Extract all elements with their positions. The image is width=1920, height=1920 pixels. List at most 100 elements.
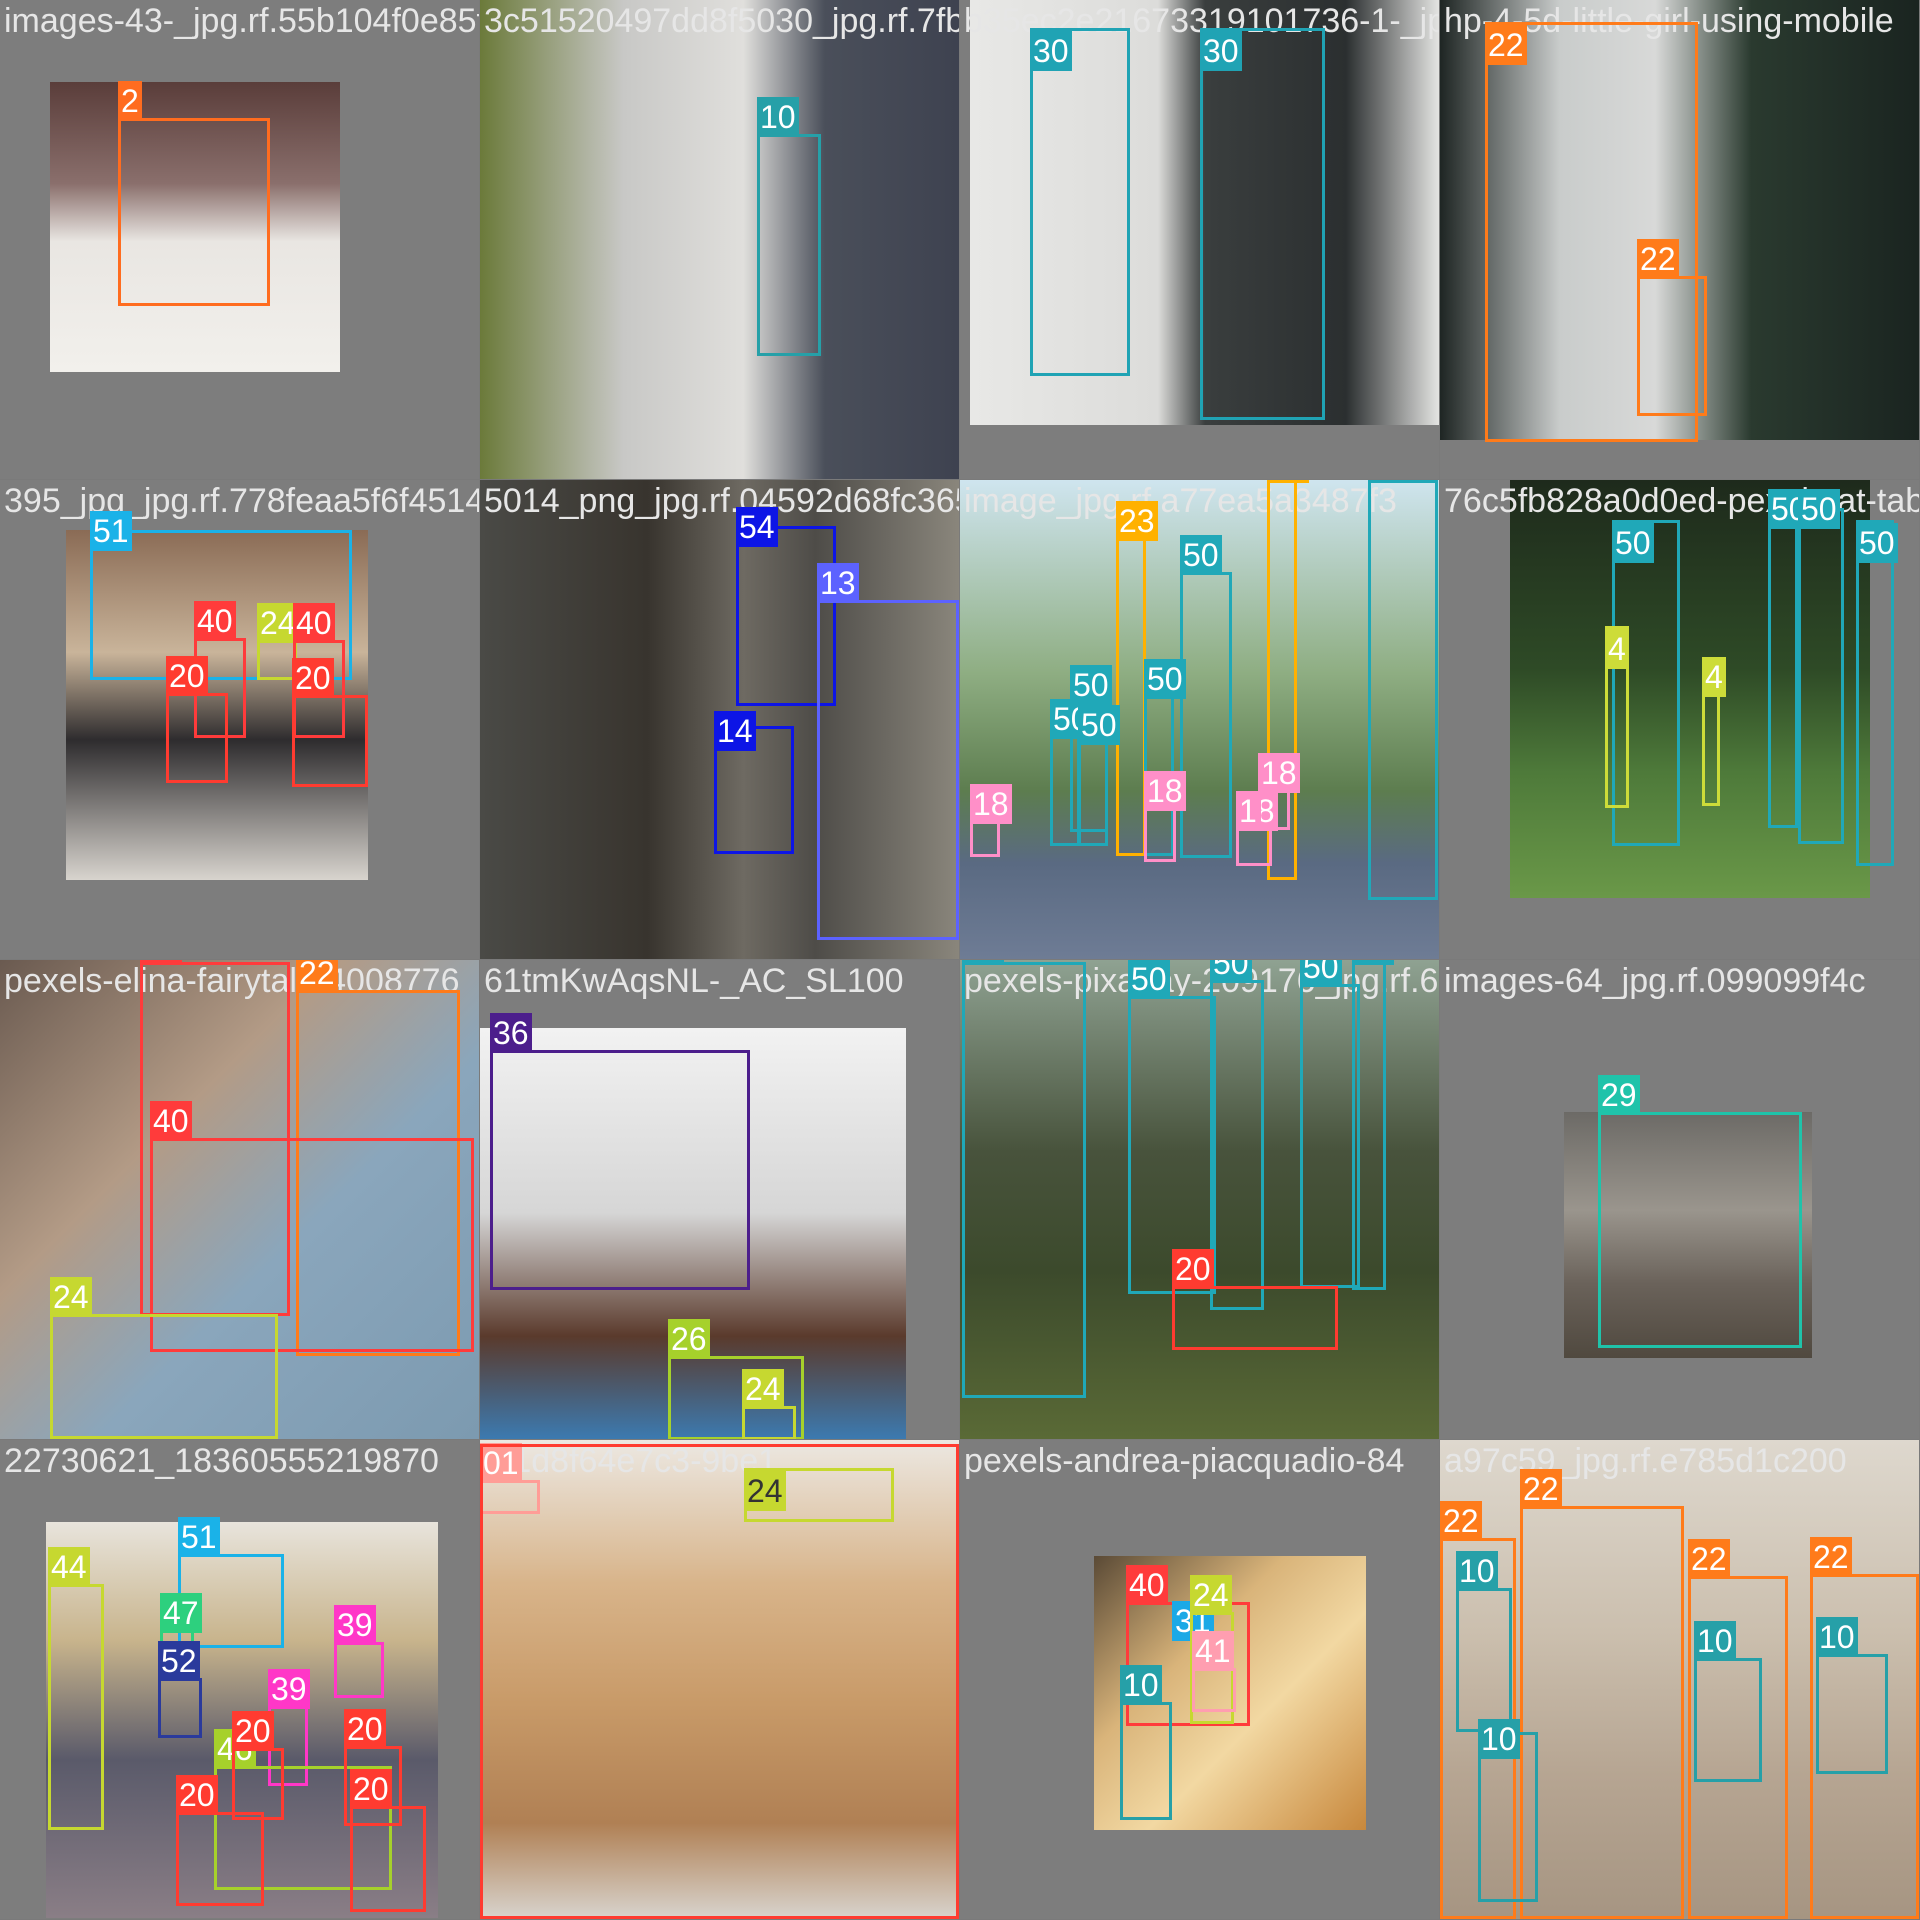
tile-photo [1440, 1440, 1919, 1919]
bbox[interactable]: 18 [1144, 771, 1186, 862]
bbox[interactable]: 20 [176, 1775, 264, 1906]
bbox[interactable]: 41 [1192, 1631, 1236, 1712]
bbox[interactable]: 13 [817, 563, 959, 940]
bbox[interactable]: 50 [1180, 535, 1232, 858]
bbox[interactable]: 50 [1612, 520, 1680, 846]
bbox[interactable]: 50 [1768, 489, 1810, 828]
bbox[interactable]: 18 [1258, 753, 1300, 830]
bbox[interactable]: 24 [1190, 1575, 1234, 1724]
bbox[interactable]: 24 [744, 1468, 894, 1522]
tile-7[interactable]: 76c5fb828a0d0ed-pexels-at-tabeah 50 50 5… [1440, 480, 1919, 959]
bbox[interactable]: 26 [668, 1319, 804, 1439]
bbox[interactable]: 30 [1030, 28, 1130, 376]
tile-15[interactable]: a97c59_jpg.rf.e785d1c200 22 22 10 22 22 … [1440, 1440, 1919, 1919]
bbox-class-label: 20 [166, 656, 208, 696]
bbox[interactable]: 2 [118, 81, 270, 306]
bbox[interactable]: 20 [232, 1711, 284, 1820]
bbox[interactable]: 29 [1598, 1075, 1802, 1348]
tile-caption: 6f1d8f64e7c3-9be1 [484, 1442, 778, 1480]
tile-10[interactable]: pexels-pixabay-209176_jpg.rf.6 50 50 50 … [960, 960, 1439, 1439]
tile-6[interactable]: image_jpg.rf.a77ea5a3487f3 23 50 23 50 5… [960, 480, 1439, 959]
bbox[interactable]: 50 [1856, 520, 1898, 866]
bbox[interactable]: 50 [962, 960, 1086, 1398]
tile-11[interactable]: images-64_jpg.rf.099099f4c 29 [1440, 960, 1919, 1439]
bbox[interactable]: 10 [1478, 1719, 1538, 1902]
tile-12[interactable]: 22730621_18360555219870 44 51 47 39 52 3… [0, 1440, 479, 1919]
bbox[interactable]: 23 [1267, 480, 1309, 880]
bbox-class-label: 10 [757, 97, 799, 137]
bbox[interactable]: 18 [970, 784, 1012, 857]
bbox[interactable]: 20 [350, 1769, 426, 1912]
bbox[interactable]: 01 [480, 1443, 540, 1514]
bbox-class-label: 24 [1190, 1575, 1232, 1615]
bbox[interactable]: 4 [1605, 626, 1629, 808]
bbox[interactable]: 40 [293, 603, 345, 738]
bbox[interactable]: 22 [296, 960, 460, 1356]
bbox[interactable]: 14 [714, 711, 794, 854]
bbox[interactable]: 22 [1520, 1469, 1684, 1919]
bbox-class-label: 50 [1078, 705, 1120, 745]
bbox[interactable]: 22 [1688, 1539, 1788, 1919]
bbox[interactable]: 20 [480, 1444, 959, 1919]
tile-caption: pexels-elina-fairytale-4008776 [4, 962, 460, 1000]
bbox[interactable]: 50 [1050, 699, 1092, 846]
bbox[interactable]: 44 [48, 1547, 104, 1830]
bbox[interactable]: 10 [1456, 1551, 1512, 1732]
bbox[interactable]: 50 [1352, 960, 1394, 1290]
bbox[interactable]: 22 [1637, 239, 1707, 416]
bbox[interactable]: 50 [1368, 480, 1438, 900]
bbox[interactable]: 51 [90, 511, 352, 680]
bbox-class-label: 22 [1520, 1469, 1562, 1509]
tile-4[interactable]: 395_jpg_jpg.rf.778feaa5f6f45144893 8jpg … [0, 480, 479, 959]
bbox[interactable]: 22 [1810, 1537, 1919, 1919]
bbox[interactable]: 50 [1078, 705, 1120, 846]
bbox[interactable]: 40 [194, 601, 246, 738]
bbox[interactable]: 20 [292, 658, 368, 787]
tile-photo [1564, 1112, 1812, 1358]
bbox[interactable]: 10 [1694, 1621, 1762, 1782]
bbox[interactable]: 39 [334, 1605, 384, 1698]
bbox[interactable]: 47 [160, 1593, 202, 1674]
tile-1[interactable]: 3c51520497dd8f5030_jpg.rf.7fb8fc202 10 [480, 0, 959, 479]
bbox[interactable]: 52 [158, 1641, 202, 1738]
bbox[interactable]: 40 [150, 1101, 474, 1352]
bbox[interactable]: 10 [757, 97, 821, 356]
bbox[interactable]: 10 [1120, 1665, 1172, 1820]
bbox-class-label: 20 [350, 1769, 392, 1809]
bbox[interactable]: 50 [1300, 960, 1360, 1288]
bbox[interactable]: 24 [50, 1277, 278, 1439]
bbox[interactable]: 20 [166, 656, 228, 783]
tile-photo [480, 0, 959, 479]
tile-8[interactable]: pexels-elina-fairytale-4008776 40 22 40 … [0, 960, 479, 1439]
bbox-class-label: 14 [714, 711, 756, 751]
bbox[interactable]: 22 [1485, 22, 1698, 442]
bbox[interactable]: 18 [1236, 791, 1278, 866]
bbox[interactable]: 23 [1116, 501, 1158, 856]
bbox[interactable]: 24 [742, 1369, 796, 1439]
bbox[interactable]: 50 [1798, 489, 1844, 844]
bbox[interactable]: 20 [344, 1709, 402, 1826]
bbox-class-label: 18 [970, 784, 1012, 824]
tile-14[interactable]: pexels-andrea-piacquadio-84 40 31 24 41 … [960, 1440, 1439, 1919]
tile-caption: images-43-_jpg.rf.55b104f0e85f8206427d10… [4, 2, 479, 40]
bbox[interactable]: 4 [1702, 657, 1726, 806]
bbox[interactable]: 50 [1210, 960, 1264, 1310]
bbox-class-label: 40 [293, 603, 335, 643]
tile-caption: pexels-andrea-piacquadio-84 [964, 1442, 1405, 1480]
bbox-class-label: 39 [268, 1669, 310, 1709]
bbox[interactable]: 10 [1816, 1617, 1888, 1774]
bbox[interactable]: 36 [490, 1013, 750, 1290]
bbox-class-label: 54 [736, 507, 778, 547]
bbox[interactable]: 24 [257, 603, 299, 680]
bbox-class-label: 30 [1030, 31, 1072, 71]
tile-3[interactable]: hp-4-5d-little-girl-using-mobile 22 22 [1440, 0, 1919, 479]
tile-caption: a97c59_jpg.rf.e785d1c200 [1444, 1442, 1847, 1480]
tile-13[interactable]: 6f1d8f64e7c3-9be1 01 24 20 [480, 1440, 959, 1919]
bbox[interactable]: 54 [736, 507, 836, 706]
bbox[interactable]: 20 [1172, 1249, 1338, 1350]
tile-5[interactable]: 5014_png_jpg.rf.04592d68fc365 54 13 14 [480, 480, 959, 959]
tile-9[interactable]: 61tmKwAqsNL-_AC_SL100 36 26 24 [480, 960, 959, 1439]
tile-2[interactable]: b35ec2e21673319101736-1-_jpg.rf 30 30 [960, 0, 1439, 479]
bbox[interactable]: 30 [1200, 28, 1325, 420]
tile-0[interactable]: images-43-_jpg.rf.55b104f0e85f8206427d10… [0, 0, 479, 479]
